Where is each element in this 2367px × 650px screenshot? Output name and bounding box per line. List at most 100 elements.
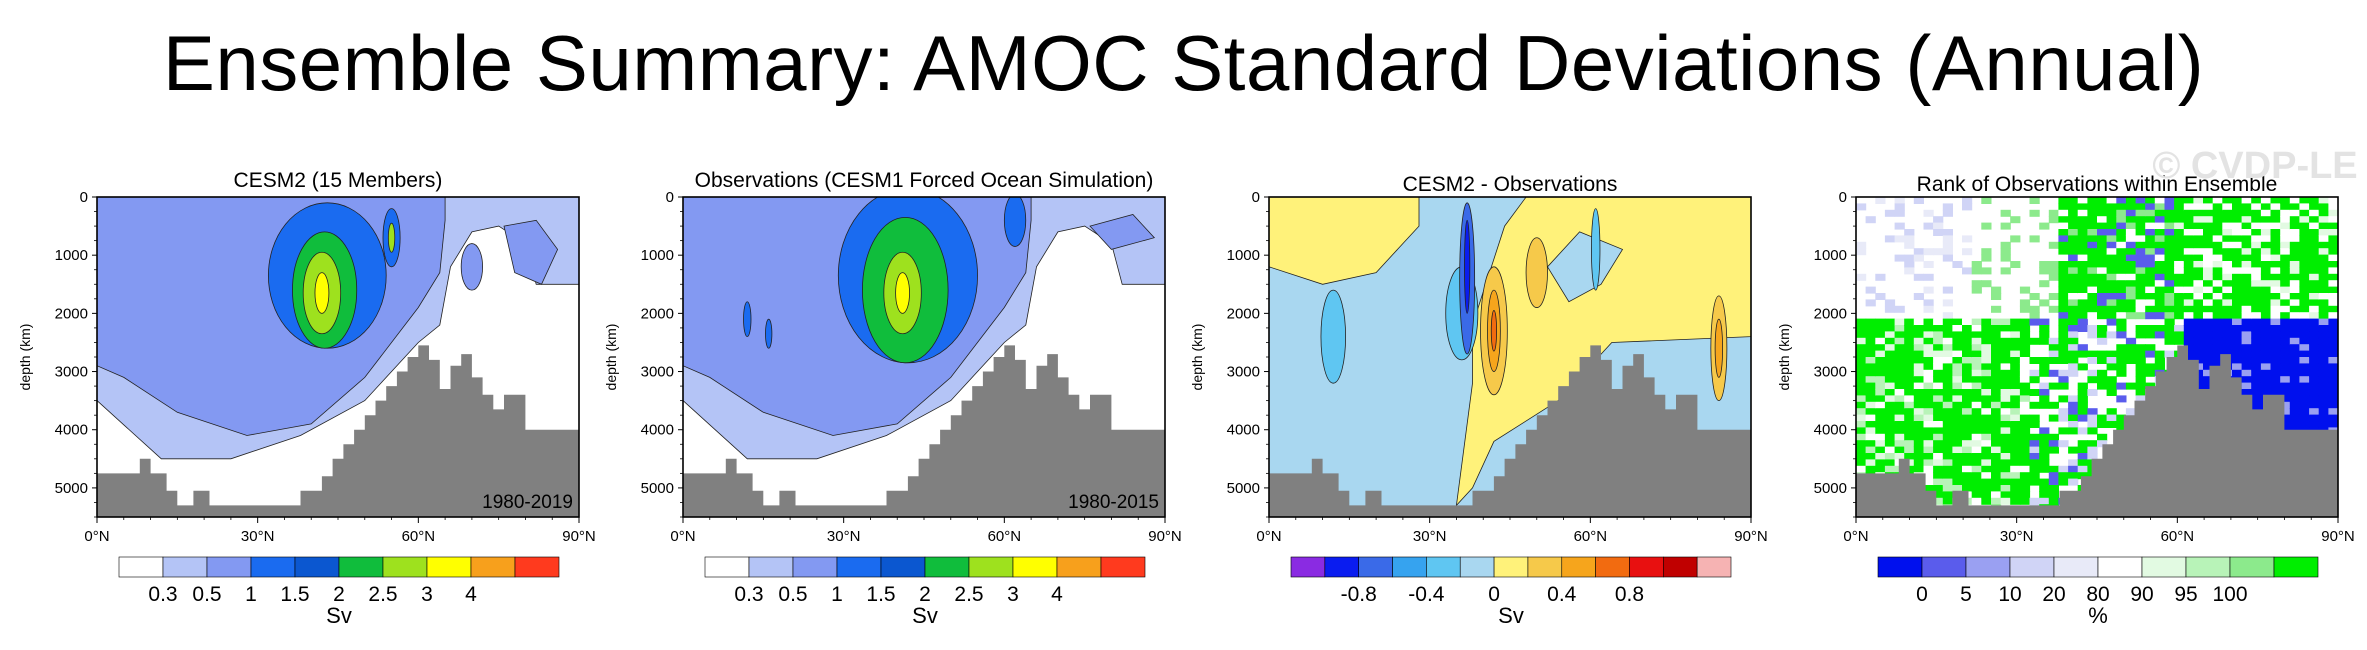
rank-cell [1933, 216, 1944, 224]
rank-cell [2000, 395, 2011, 403]
rank-cell [2338, 363, 2348, 370]
rank-cell [2154, 357, 2165, 364]
rank-cell [2039, 395, 2050, 403]
colorbar-tick-label: 0 [1488, 583, 1500, 606]
rank-cell [2251, 261, 2262, 268]
rank-cell [2010, 357, 2021, 364]
rank-cell [2212, 344, 2223, 352]
rank-cell [2232, 305, 2243, 313]
colorbar-2: 0.3 0.5 1 1.5 2 2.5 3 4Sv [704, 556, 1146, 628]
rank-cell [2000, 357, 2011, 364]
rank-cell [2087, 408, 2098, 416]
rank-cell [2019, 325, 2031, 332]
rank-cell [2280, 241, 2291, 249]
rank-cell [2097, 273, 2108, 281]
rank-cell [2183, 209, 2194, 217]
rank-cell [2077, 241, 2088, 249]
y-tick-label: 0 [1839, 189, 1847, 206]
rank-cell [1981, 421, 1992, 428]
rank-cell [2154, 293, 2165, 300]
panel-2: Observations (CESM1 Forced Ocean Simulat… [603, 169, 1182, 545]
rank-cell [2270, 235, 2281, 243]
rank-cell [2125, 312, 2137, 320]
rank-cell [2318, 209, 2329, 217]
rank-cell [2106, 363, 2117, 371]
rank-cell [1856, 459, 1867, 467]
rank-cell [2087, 267, 2098, 275]
rank-cell [2174, 203, 2185, 211]
rank-cell [2106, 273, 2117, 281]
rank-cell [2299, 331, 2310, 339]
rank-cell [2212, 235, 2223, 243]
rank-cell [1971, 357, 1982, 364]
rank-cell [1933, 325, 1944, 332]
rank-cell [2318, 235, 2329, 243]
rank-cell [2260, 241, 2272, 249]
rank-cell [1952, 446, 1963, 454]
rank-cell [2251, 235, 2262, 243]
rank-cell [1933, 401, 1944, 409]
rank-cell [2270, 350, 2281, 358]
rank-cell [1991, 497, 2002, 505]
rank-cell [2193, 209, 2204, 217]
rank-cell [2048, 216, 2059, 224]
rank-cell [1923, 389, 1934, 396]
rank-cell [1981, 446, 1992, 454]
rank-cell [2203, 267, 2214, 275]
y-axis-label: depth (km) [603, 324, 619, 391]
colorbar-swatch [1358, 556, 1393, 578]
rank-cell [1971, 261, 1982, 268]
rank-cell [2328, 267, 2338, 275]
rank-cell [2154, 286, 2165, 294]
rank-cell [1875, 350, 1886, 358]
rank-cell [1913, 318, 1924, 326]
rank-cell [2116, 209, 2127, 217]
rank-cell [2048, 382, 2059, 390]
rank-cell [2241, 248, 2252, 256]
rank-cell [2097, 350, 2108, 358]
rank-cell [1913, 401, 1924, 409]
colorbar-swatch [2053, 556, 2099, 578]
rank-cell [2174, 273, 2185, 281]
rank-cell [1962, 440, 1973, 448]
rank-cell [1962, 421, 1973, 428]
rank-cell [2154, 209, 2165, 217]
rank-cell [2299, 286, 2310, 294]
rank-cell [1913, 325, 1924, 332]
rank-cell [2203, 203, 2214, 211]
rank-cell [1894, 318, 1905, 326]
rank-cell [1942, 485, 1953, 492]
rank-cell [2019, 299, 2031, 307]
y-tick-label: 3000 [1227, 364, 1260, 381]
rank-cell [1894, 389, 1905, 396]
rank-cell [2164, 209, 2175, 217]
rank-cell [1913, 344, 1924, 352]
rank-cell [1913, 363, 1924, 371]
rank-cell [2029, 446, 2040, 454]
rank-cell [1991, 344, 2002, 352]
rank-cell [2251, 254, 2262, 262]
rank-cell [2299, 203, 2310, 211]
rank-cell [1962, 395, 1973, 403]
rank-cell [2077, 395, 2088, 403]
rank-cell [2058, 209, 2069, 217]
rank-cell [2338, 210, 2348, 217]
rank-cell [2164, 254, 2175, 262]
rank-cell [2039, 453, 2050, 460]
rank-cell [1991, 472, 2002, 480]
rank-cell [2116, 299, 2127, 307]
rank-cell [2270, 312, 2281, 320]
rank-cell [1865, 363, 1876, 371]
rank-cell [2058, 318, 2069, 326]
rank-cell [2289, 216, 2300, 224]
rank-cell [2280, 280, 2291, 288]
rank-cell [2010, 363, 2021, 371]
rank-cell [2289, 325, 2300, 332]
rank-cell [1991, 401, 2002, 409]
rank-cell [2000, 389, 2011, 396]
rank-cell [2154, 197, 2165, 204]
rank-cell [2058, 414, 2069, 422]
rank-cell [2338, 261, 2348, 268]
colorbar-tick-label: 0 [1916, 583, 1928, 606]
rank-cell [2299, 382, 2310, 390]
